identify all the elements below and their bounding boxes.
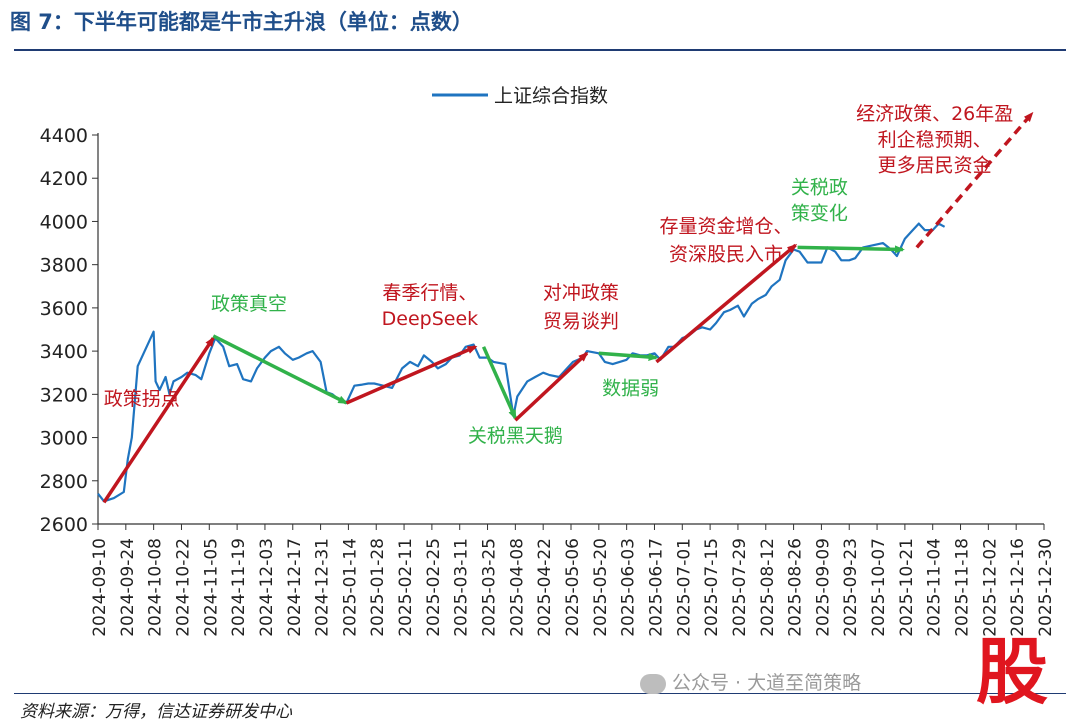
watermark-text: 公众号 · 大道至简策略 [672, 672, 862, 694]
x-tick-label: 2025-07-01 [674, 538, 694, 637]
x-tick-label: 2025-09-09 [813, 538, 833, 637]
x-tick-label: 2024-11-19 [229, 538, 249, 637]
legend-label: 上证综合指数 [494, 85, 608, 107]
x-tick-label: 2025-10-21 [897, 538, 917, 637]
flat-arrow-5 [598, 351, 659, 361]
annotation-label: 资深股民入市 [669, 243, 783, 265]
x-tick-label: 2025-02-25 [424, 538, 444, 637]
y-tick-label: 2600 [40, 514, 88, 536]
series-line-上证综合指数 [97, 222, 946, 503]
x-tick-label: 2024-10-22 [173, 538, 193, 637]
arrow-layer [102, 111, 1034, 504]
annotation-label: DeepSeek [382, 308, 479, 330]
annotation-label: 经济政策、26年盈 [856, 103, 1013, 125]
x-tick-label: 2024-10-08 [146, 538, 166, 637]
y-tick-label: 3800 [40, 255, 88, 277]
x-tick-label: 2024-12-03 [257, 538, 277, 637]
annotation-label: 数据弱 [602, 377, 659, 399]
x-tick-label: 2025-06-03 [619, 538, 639, 637]
axes-group: 2600 2800 3000 3200 3400 3600 3800 4000 4200 4400… [40, 125, 1056, 637]
x-tick-label: 2024-12-31 [313, 538, 333, 637]
annotation-label: 贸易谈判 [543, 310, 619, 332]
x-tick-label: 2025-06-17 [646, 538, 666, 637]
x-tick-label: 2025-03-11 [452, 538, 472, 637]
source-rule [14, 693, 1066, 694]
x-tick-label: 2024-09-10 [90, 538, 110, 637]
annotation-label: 利企稳预期、 [878, 129, 992, 151]
wechat-icon [640, 673, 666, 694]
x-tick-label: 2025-04-22 [535, 538, 555, 637]
series-layer [97, 222, 946, 503]
annotation-label: 政策真空 [211, 293, 287, 315]
y-tick-label: 3600 [40, 298, 88, 320]
up-arrow-0 [102, 336, 215, 504]
y-tick-label: 3400 [40, 341, 88, 363]
flat-arrow-1 [212, 334, 349, 405]
x-tick-label: 2025-02-11 [396, 538, 416, 637]
y-tick-label: 4000 [40, 211, 88, 233]
x-tick-label: 2025-09-23 [841, 538, 861, 637]
annotation-label: 策变化 [791, 202, 848, 224]
x-tick-label: 2025-12-30 [1036, 538, 1056, 637]
logo: 股 [976, 630, 1049, 714]
annotation-label: 政策拐点 [104, 388, 180, 410]
up-arrow-4 [514, 351, 589, 422]
x-tick-label: 2025-08-12 [758, 538, 778, 637]
annotation-label: 更多居民资金 [878, 155, 992, 177]
annotation-label: 春季行情、 [382, 282, 477, 304]
y-tick-label: 2800 [40, 471, 88, 493]
watermark: 公众号 · 大道至简策略 [640, 668, 861, 695]
flat-arrow-3 [481, 346, 517, 420]
annotation-label: 关税黑天鹅 [468, 425, 563, 447]
x-tick-label: 2025-03-25 [480, 538, 500, 637]
figure-title: 图 7：下半年可能都是牛市主升浪（单位：点数） [10, 10, 473, 34]
x-tick-label: 2025-01-28 [368, 538, 388, 637]
x-tick-label: 2025-01-14 [340, 538, 360, 637]
x-tick-label: 2024-12-17 [285, 538, 305, 637]
legend: 上证综合指数 [432, 85, 608, 107]
x-tick-label: 2025-11-18 [953, 538, 973, 637]
annotation-label: 对冲政策 [543, 282, 619, 304]
up-arrow-2 [345, 345, 478, 405]
x-tick-label: 2025-07-15 [702, 538, 722, 637]
title-rule [14, 49, 1066, 51]
chart-svg: 2600 2800 3000 3200 3400 3600 3800 4000 4200 4400… [40, 85, 1056, 637]
y-tick-label: 4200 [40, 168, 88, 190]
x-tick-label: 2025-11-04 [925, 538, 945, 637]
y-tick-label: 3200 [40, 384, 88, 406]
x-tick-label: 2025-12-02 [980, 538, 1000, 637]
x-tick-label: 2025-04-08 [507, 538, 527, 637]
x-tick-label: 2025-05-06 [563, 538, 583, 637]
flat-arrow-7 [797, 245, 905, 254]
annotation-label: 存量资金增仓、 [660, 215, 793, 237]
x-tick-label: 2025-12-16 [1008, 538, 1028, 637]
annotation-label: 关税政 [791, 176, 848, 198]
y-tick-label: 3000 [40, 428, 88, 450]
x-tick-label: 2025-08-26 [786, 538, 806, 637]
up-arrow-6 [655, 243, 798, 364]
source-note: 资料来源：万得，信达证券研发中心 [20, 702, 292, 722]
x-tick-label: 2025-10-07 [869, 538, 889, 637]
x-tick-label: 2025-07-29 [730, 538, 750, 637]
y-tick-label: 4400 [40, 125, 88, 147]
x-tick-label: 2024-09-24 [118, 538, 138, 637]
x-tick-label: 2024-11-05 [201, 538, 221, 637]
x-tick-label: 2025-05-20 [591, 538, 611, 637]
